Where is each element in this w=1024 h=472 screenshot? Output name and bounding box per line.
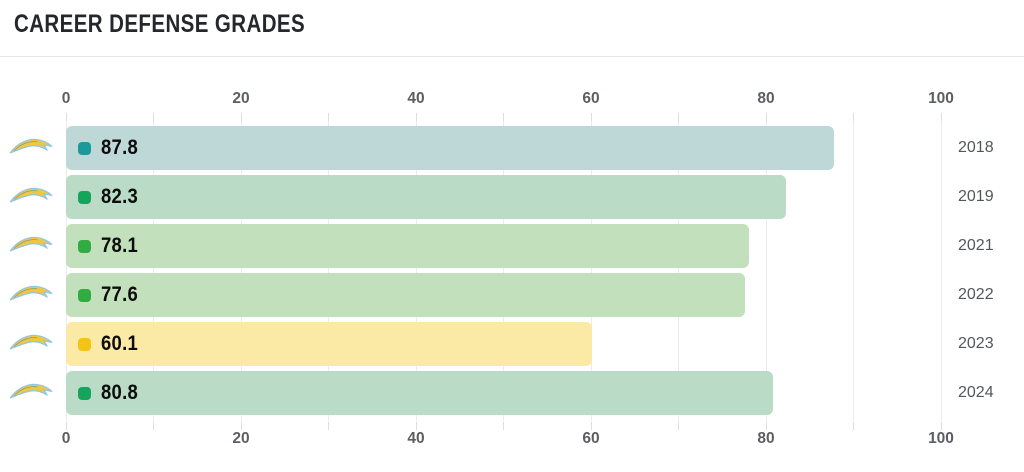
gridline-x-90 xyxy=(853,121,854,421)
grade-bar-2018: 87.8 xyxy=(66,126,835,170)
gridline-x-10 xyxy=(153,121,154,421)
bottom-axis-label-60: 60 xyxy=(582,430,600,447)
bottom-axis-label-40: 40 xyxy=(407,430,425,447)
top-tick-x-50 xyxy=(503,113,504,121)
year-label-2024: 2024 xyxy=(958,384,994,401)
bottom-axis-label-0: 0 xyxy=(61,430,71,447)
title-divider xyxy=(0,56,1024,57)
gridline-x-20 xyxy=(240,121,242,421)
gridline-x-60 xyxy=(590,121,592,421)
gridline-x-40 xyxy=(415,121,417,421)
grade-marker-icon xyxy=(78,337,91,351)
top-tick-x-20 xyxy=(240,113,242,121)
grade-marker-icon xyxy=(78,239,91,253)
bottom-tick-x-60 xyxy=(590,422,592,430)
grade-bar-2023: 60.1 xyxy=(66,322,592,366)
year-label-2018: 2018 xyxy=(958,139,994,156)
gridline-x-0 xyxy=(65,121,67,421)
top-tick-x-70 xyxy=(678,113,679,121)
grade-value: 77.6 xyxy=(101,283,139,306)
bottom-axis-label-20: 20 xyxy=(232,430,250,447)
top-tick-x-100 xyxy=(940,113,942,121)
grade-value: 78.1 xyxy=(101,234,139,257)
bottom-tick-x-40 xyxy=(415,422,417,430)
bottom-axis-label-100: 100 xyxy=(928,430,954,447)
bottom-axis-label-80: 80 xyxy=(757,430,775,447)
grade-value: 82.3 xyxy=(101,185,139,208)
top-tick-x-10 xyxy=(153,113,154,121)
bottom-tick-x-10 xyxy=(153,422,154,430)
grade-bar-2019: 82.3 xyxy=(66,175,787,219)
chargers-bolt-icon xyxy=(8,381,54,405)
grade-value: 80.8 xyxy=(101,381,139,404)
top-axis-label-0: 0 xyxy=(61,90,71,107)
gridline-x-70 xyxy=(678,121,679,421)
grade-marker-icon xyxy=(78,141,91,155)
chargers-bolt-icon xyxy=(8,234,54,258)
bar-row-2022: 77.6 2022 xyxy=(0,273,1024,317)
bar-row-2019: 82.3 2019 xyxy=(0,175,1024,219)
grade-marker-icon xyxy=(78,288,91,302)
chargers-bolt-icon xyxy=(8,136,54,160)
year-label-2023: 2023 xyxy=(958,335,994,352)
gridline-x-80 xyxy=(765,121,767,421)
year-label-2021: 2021 xyxy=(958,237,994,254)
top-axis-label-20: 20 xyxy=(232,90,250,107)
page-title: CAREER DEFENSE GRADES xyxy=(14,10,306,38)
top-axis-label-40: 40 xyxy=(407,90,425,107)
bottom-tick-x-0 xyxy=(65,422,67,430)
grade-bar-2022: 77.6 xyxy=(66,273,745,317)
year-label-2022: 2022 xyxy=(958,286,994,303)
grade-bar-2021: 78.1 xyxy=(66,224,750,268)
top-tick-x-80 xyxy=(765,113,767,121)
grade-bar-2024: 80.8 xyxy=(66,371,773,415)
bar-row-2021: 78.1 2021 xyxy=(0,224,1024,268)
gridline-x-50 xyxy=(503,121,504,421)
bar-row-2024: 80.8 2024 xyxy=(0,371,1024,415)
grade-value: 87.8 xyxy=(101,136,139,159)
top-axis-label-100: 100 xyxy=(928,90,954,107)
bottom-tick-x-20 xyxy=(240,422,242,430)
bar-row-2018: 87.8 2018 xyxy=(0,126,1024,170)
grade-marker-icon xyxy=(78,386,91,400)
top-tick-x-0 xyxy=(65,113,67,121)
top-axis-label-60: 60 xyxy=(582,90,600,107)
grade-marker-icon xyxy=(78,190,91,204)
bottom-tick-x-80 xyxy=(765,422,767,430)
bottom-tick-x-50 xyxy=(503,422,504,430)
top-tick-x-40 xyxy=(415,113,417,121)
top-tick-x-30 xyxy=(328,113,329,121)
top-axis-label-80: 80 xyxy=(757,90,775,107)
chargers-bolt-icon xyxy=(8,332,54,356)
bottom-tick-x-30 xyxy=(328,422,329,430)
bar-row-2023: 60.1 2023 xyxy=(0,322,1024,366)
gridline-x-100 xyxy=(940,121,942,421)
top-tick-x-90 xyxy=(853,113,854,121)
chargers-bolt-icon xyxy=(8,283,54,307)
top-tick-x-60 xyxy=(590,113,592,121)
bottom-tick-x-90 xyxy=(853,422,854,430)
gridline-x-30 xyxy=(328,121,329,421)
chargers-bolt-icon xyxy=(8,185,54,209)
bottom-tick-x-70 xyxy=(678,422,679,430)
year-label-2019: 2019 xyxy=(958,188,994,205)
grade-value: 60.1 xyxy=(101,332,139,355)
bottom-tick-x-100 xyxy=(940,422,942,430)
